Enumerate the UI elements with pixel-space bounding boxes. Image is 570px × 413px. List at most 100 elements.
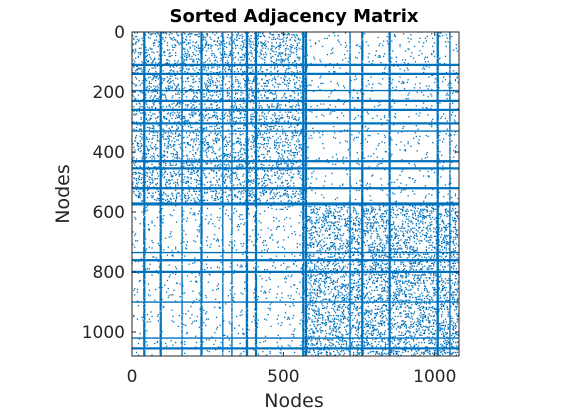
adjacency-point (160, 43, 162, 45)
adjacency-point (343, 63, 345, 66)
adjacency-point (254, 88, 257, 90)
adjacency-point (388, 78, 390, 80)
adjacency-point (303, 69, 305, 71)
adjacency-point (189, 46, 191, 48)
adjacency-point (302, 56, 304, 58)
adjacency-point (153, 52, 155, 54)
adjacency-point (204, 64, 206, 66)
adjacency-point (287, 82, 289, 84)
adjacency-point (436, 73, 438, 75)
adjacency-point (302, 73, 304, 75)
adjacency-point (200, 35, 202, 38)
adjacency-point (404, 50, 407, 52)
adjacency-point (436, 71, 438, 73)
adjacency-point (365, 41, 368, 43)
adjacency-point (183, 42, 185, 44)
adjacency-point (284, 64, 286, 66)
adjacency-point (181, 35, 183, 38)
adjacency-point (139, 63, 141, 66)
adjacency-point (144, 67, 146, 69)
adjacency-point (452, 63, 455, 66)
adjacency-point (426, 63, 428, 66)
adjacency-point (437, 71, 439, 74)
adjacency-point (449, 70, 451, 72)
adjacency-point (233, 86, 235, 88)
adjacency-point (222, 51, 224, 53)
adjacency-point (153, 85, 155, 87)
adjacency-point (140, 91, 142, 93)
adjacency-point (250, 71, 252, 74)
adjacency-point (380, 72, 382, 75)
adjacency-point (338, 41, 340, 43)
adjacency-point (245, 67, 248, 69)
adjacency-point (355, 78, 358, 80)
adjacency-point (241, 48, 243, 50)
adjacency-point (202, 49, 204, 51)
adjacency-point (337, 35, 339, 37)
adjacency-point (431, 74, 433, 76)
adjacency-point (235, 47, 237, 49)
adjacency-point (279, 83, 281, 85)
adjacency-point (268, 36, 270, 39)
adjacency-point (239, 47, 241, 49)
adjacency-point (193, 61, 195, 63)
adjacency-point (297, 63, 299, 66)
adjacency-point (274, 90, 277, 93)
adjacency-point (132, 72, 134, 75)
adjacency-point (322, 82, 324, 84)
adjacency-point (173, 63, 175, 66)
adjacency-point (169, 65, 171, 67)
adjacency-point (427, 72, 429, 75)
adjacency-point (135, 35, 137, 38)
adjacency-point (254, 35, 257, 37)
adjacency-point (155, 67, 157, 69)
adjacency-point (222, 44, 224, 47)
adjacency-point (245, 62, 248, 65)
adjacency-point (174, 62, 176, 65)
adjacency-point (305, 62, 308, 64)
adjacency-point (143, 54, 145, 57)
adjacency-point (372, 60, 374, 62)
adjacency-point (309, 72, 311, 75)
adjacency-point (200, 34, 202, 36)
adjacency-point (192, 44, 194, 47)
adjacency-point (206, 33, 209, 35)
adjacency-point (244, 73, 247, 75)
adjacency-point (313, 56, 315, 58)
adjacency-point (165, 87, 167, 89)
adjacency-point (305, 33, 308, 35)
adjacency-point (424, 61, 427, 63)
adjacency-point (436, 60, 438, 62)
adjacency-point (237, 89, 239, 91)
adjacency-point (327, 72, 329, 75)
adjacency-point (245, 50, 248, 52)
adjacency-point (148, 80, 150, 83)
adjacency-point (163, 51, 165, 53)
adjacency-point (181, 72, 183, 75)
adjacency-point (246, 71, 249, 74)
adjacency-point (379, 64, 381, 66)
adjacency-point (284, 53, 287, 56)
adjacency-point (445, 71, 447, 74)
adjacency-point (454, 73, 457, 75)
adjacency-point (200, 66, 202, 68)
adjacency-point (301, 80, 303, 83)
adjacency-point (319, 89, 321, 91)
adjacency-point (262, 73, 264, 75)
adjacency-point (399, 72, 401, 75)
adjacency-point (446, 73, 448, 75)
adjacency-point (400, 63, 402, 66)
adjacency-point (328, 63, 330, 66)
adjacency-point (178, 72, 180, 75)
adjacency-point (174, 74, 176, 76)
adjacency-point (144, 57, 146, 59)
adjacency-point (237, 82, 239, 84)
adjacency-point (324, 64, 326, 66)
adjacency-point (423, 72, 425, 75)
adjacency-point (174, 46, 176, 48)
adjacency-point (294, 87, 297, 89)
adjacency-point (304, 36, 307, 39)
adjacency-point (289, 55, 291, 57)
adjacency-point (304, 78, 306, 80)
adjacency-point (248, 97, 250, 99)
